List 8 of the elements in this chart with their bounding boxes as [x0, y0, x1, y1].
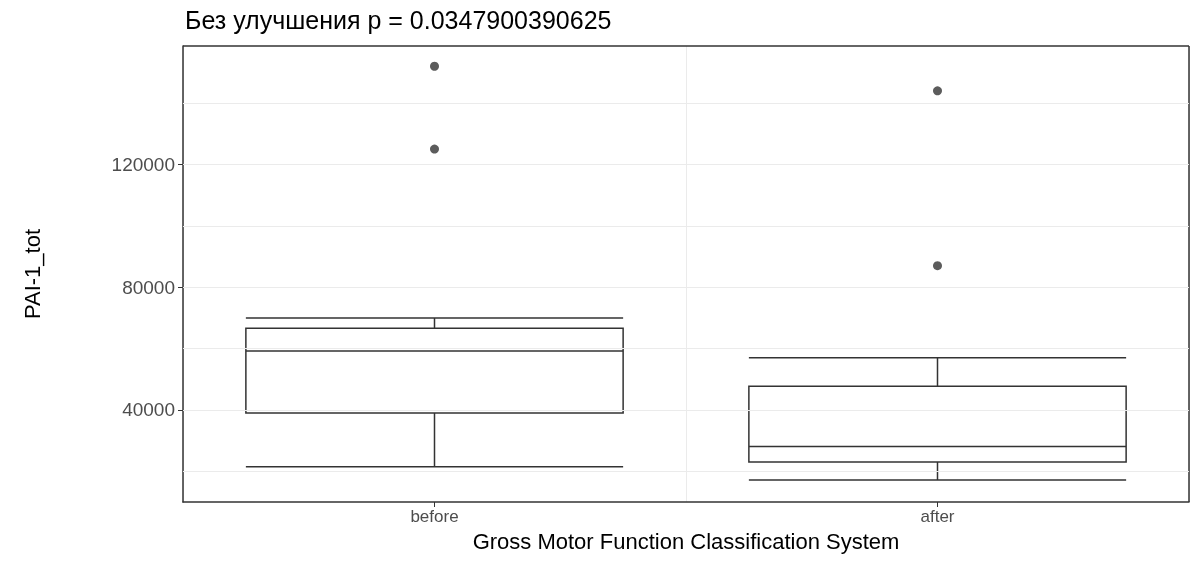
chart-title: Без улучшения p = 0.0347900390625 — [185, 5, 612, 34]
y-axis-title: PAI-1_tot — [19, 228, 45, 320]
y-tick-label: 40000 — [122, 399, 175, 421]
x-axis-title: Gross Motor Function Classification System — [472, 528, 900, 554]
x-tick-label: before — [410, 507, 459, 526]
y-tick-label: 120000 — [111, 153, 175, 175]
x-tick-label: after — [920, 507, 955, 526]
y-tick-label: 80000 — [122, 276, 175, 298]
